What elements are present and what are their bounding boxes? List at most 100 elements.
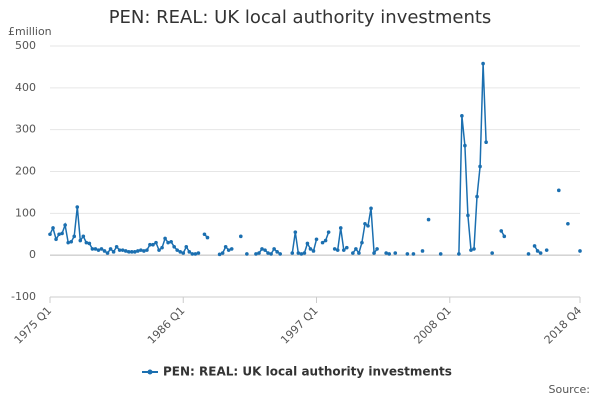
data-point bbox=[226, 248, 231, 252]
data-point bbox=[84, 240, 89, 245]
data-point bbox=[302, 251, 307, 255]
data-point bbox=[532, 244, 537, 248]
data-point bbox=[163, 236, 167, 241]
data-point bbox=[90, 247, 95, 251]
data-point bbox=[351, 251, 355, 255]
x-tick-label: 1975 Q1 bbox=[12, 304, 55, 347]
data-point bbox=[293, 230, 298, 234]
data-point bbox=[75, 205, 80, 209]
data-point bbox=[157, 248, 161, 252]
data-point bbox=[60, 231, 64, 236]
chart-title: PEN: REAL: UK local authority investment… bbox=[109, 7, 492, 28]
data-point bbox=[314, 237, 319, 242]
data-point bbox=[272, 247, 276, 251]
data-point bbox=[66, 240, 70, 245]
data-point bbox=[311, 249, 316, 253]
data-point bbox=[578, 249, 582, 253]
x-tick-label: 1997 Q1 bbox=[278, 304, 321, 347]
data-point bbox=[502, 234, 507, 239]
data-point bbox=[193, 252, 198, 256]
data-point bbox=[257, 251, 261, 255]
data-point bbox=[278, 252, 282, 256]
data-point bbox=[366, 224, 370, 228]
data-point bbox=[114, 245, 119, 249]
data-point bbox=[323, 238, 328, 243]
data-point bbox=[544, 248, 549, 252]
data-point bbox=[72, 234, 77, 239]
y-tick-label: 200 bbox=[15, 165, 36, 178]
data-point bbox=[217, 252, 222, 257]
x-tick-label: 2018 Q4 bbox=[542, 304, 585, 347]
data-point bbox=[48, 232, 52, 237]
data-point bbox=[354, 247, 358, 251]
legend-text: PEN: REAL: UK local authority investment… bbox=[163, 365, 452, 379]
data-point bbox=[326, 230, 331, 234]
data-point bbox=[269, 252, 273, 256]
data-point bbox=[475, 194, 479, 199]
data-point bbox=[275, 250, 279, 254]
data-point bbox=[538, 251, 543, 255]
data-point bbox=[308, 247, 313, 251]
data-point bbox=[202, 232, 207, 237]
data-point bbox=[239, 234, 243, 239]
data-point bbox=[490, 251, 494, 255]
data-point bbox=[99, 247, 104, 251]
series-line bbox=[50, 64, 580, 255]
data-point bbox=[172, 245, 176, 249]
data-point bbox=[266, 251, 270, 255]
data-point bbox=[305, 241, 310, 246]
data-point bbox=[460, 114, 464, 118]
data-point bbox=[81, 234, 86, 239]
data-point bbox=[78, 238, 83, 243]
data-point bbox=[335, 248, 340, 252]
data-point bbox=[196, 251, 201, 255]
data-point bbox=[463, 143, 467, 148]
data-point bbox=[338, 226, 343, 230]
data-point bbox=[393, 251, 398, 255]
data-point bbox=[405, 252, 410, 256]
data-point bbox=[245, 252, 249, 256]
data-point bbox=[296, 251, 301, 255]
data-point bbox=[57, 232, 61, 237]
data-point bbox=[299, 252, 304, 256]
data-point bbox=[187, 250, 192, 254]
data-point bbox=[229, 247, 234, 251]
data-point bbox=[160, 245, 164, 250]
source: Source: bbox=[549, 383, 591, 396]
data-point bbox=[263, 248, 267, 252]
data-point bbox=[466, 213, 470, 218]
x-tick-label: 1986 Q1 bbox=[145, 304, 188, 347]
data-point bbox=[535, 249, 540, 253]
data-point bbox=[136, 249, 140, 253]
data-point bbox=[220, 251, 225, 255]
data-point bbox=[184, 245, 189, 249]
data-point bbox=[93, 247, 98, 251]
data-point bbox=[129, 250, 134, 254]
data-point bbox=[484, 140, 488, 145]
y-tick-label: 400 bbox=[15, 81, 36, 94]
data-point bbox=[469, 248, 473, 252]
y-tick-label: -100 bbox=[11, 290, 36, 303]
data-point bbox=[375, 247, 379, 251]
data-point bbox=[190, 252, 195, 256]
data-point bbox=[372, 251, 376, 255]
data-point bbox=[566, 221, 570, 226]
data-point bbox=[205, 235, 210, 240]
legend-marker bbox=[147, 369, 153, 375]
data-point bbox=[181, 251, 186, 255]
data-point bbox=[123, 249, 128, 253]
data-point bbox=[360, 240, 364, 245]
data-point bbox=[51, 226, 55, 230]
data-point bbox=[87, 241, 92, 246]
data-point bbox=[290, 251, 295, 255]
data-point bbox=[148, 242, 152, 247]
data-point bbox=[96, 248, 101, 252]
y-tick-label: 500 bbox=[15, 39, 36, 52]
data-point bbox=[151, 242, 155, 247]
data-point bbox=[411, 252, 416, 256]
data-point bbox=[341, 248, 346, 252]
data-point bbox=[175, 248, 179, 252]
y-tick-label: 0 bbox=[29, 248, 36, 261]
data-point bbox=[472, 247, 476, 251]
